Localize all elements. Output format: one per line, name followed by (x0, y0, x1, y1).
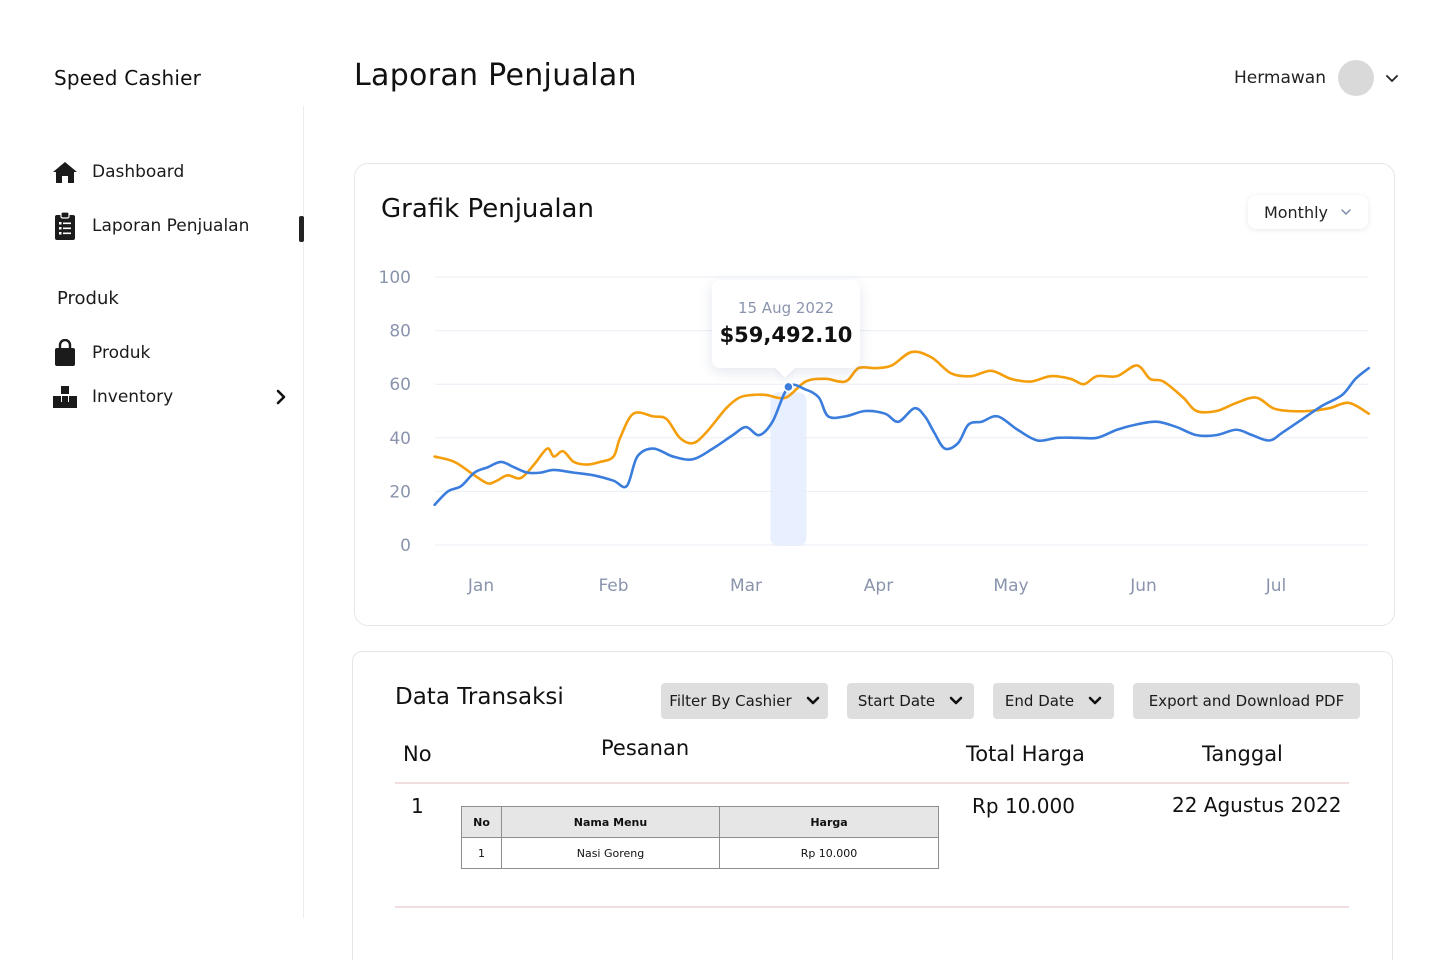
sales-chart-card: Grafik Penjualan Monthly 0 20 40 60 80 100 Jan… (354, 163, 1395, 626)
y-tick-label: 80 (389, 322, 411, 342)
end-date-button[interactable]: End Date (993, 683, 1114, 719)
order-item-price: Rp 10.000 (719, 837, 939, 869)
order-items-table: No Nama Menu Harga 1 Nasi Goreng Rp 10.0… (461, 806, 939, 869)
chevron-down-icon (1341, 209, 1351, 216)
sales-line-chart: 0 20 40 60 80 100 Jan Feb Mar Apr May Jun Jul (379, 268, 1371, 596)
sidebar-item-inventory[interactable]: Inventory (52, 384, 173, 410)
chart-tooltip: 15 Aug 2022 $59,492.10 (712, 280, 860, 378)
user-name: Hermawan (1233, 68, 1326, 88)
order-item-no: 1 (461, 837, 502, 869)
button-label: Start Date (857, 692, 936, 710)
sidebar-divider (303, 106, 304, 918)
button-label: Export and Download PDF (1148, 692, 1345, 710)
x-tick-label: Jan (467, 576, 494, 596)
x-tick-label: Jun (1129, 576, 1157, 596)
chevron-down-icon (949, 696, 963, 705)
x-tick-label: Mar (730, 576, 762, 596)
x-tick-label: Feb (598, 576, 628, 596)
column-header-pesanan: Pesanan (601, 736, 690, 760)
y-tick-label: 60 (389, 375, 411, 395)
avatar (1338, 60, 1374, 96)
column-header-tanggal: Tanggal (1202, 742, 1283, 766)
sidebar-item-dashboard[interactable]: Dashboard (52, 159, 184, 185)
y-tick-label: 0 (400, 536, 411, 556)
row-date: 22 Agustus 2022 (1172, 793, 1342, 817)
row-no: 1 (411, 794, 424, 818)
filter-cashier-button[interactable]: Filter By Cashier (661, 683, 828, 719)
order-header-price: Harga (719, 806, 939, 838)
sidebar-item-produk[interactable]: Produk (52, 339, 151, 366)
highlight-point (783, 381, 794, 393)
sidebar-item-label: Produk (92, 343, 151, 363)
tooltip-date: 15 Aug 2022 (737, 299, 835, 317)
x-tick-label: Apr (864, 576, 893, 596)
y-tick-label: 100 (379, 268, 411, 288)
sidebar-item-laporan-penjualan[interactable]: Laporan Penjualan (52, 211, 250, 240)
highlight-column (770, 392, 807, 546)
row-total: Rp 10.000 (972, 794, 1075, 818)
period-select-value: Monthly (1263, 202, 1328, 222)
active-indicator (299, 216, 304, 242)
y-tick-label: 20 (389, 482, 411, 502)
export-pdf-button[interactable]: Export and Download PDF (1133, 683, 1360, 719)
transactions-title: Data Transaksi (395, 684, 564, 710)
series-line-1 (433, 350, 1371, 485)
order-header-no: No (461, 806, 502, 838)
tooltip-value: $59,492.10 (719, 323, 853, 347)
chevron-right-icon[interactable] (272, 388, 290, 406)
button-label: Filter By Cashier (669, 692, 792, 710)
sidebar-section-title: Produk (57, 288, 119, 309)
shopping-bag-icon (52, 339, 78, 366)
order-item-row: 1 Nasi Goreng Rp 10.000 (461, 837, 939, 869)
chart-title: Grafik Penjualan (381, 194, 594, 224)
chevron-down-icon (1088, 696, 1102, 705)
start-date-button[interactable]: Start Date (847, 683, 974, 719)
y-tick-label: 40 (389, 429, 411, 449)
sidebar-item-label: Inventory (92, 387, 174, 407)
header-divider (395, 782, 1349, 784)
order-table-header-row: No Nama Menu Harga (461, 806, 939, 838)
order-header-menu: Nama Menu (501, 806, 720, 838)
column-header-no: No (403, 742, 432, 766)
series-line-2 (433, 366, 1371, 507)
transactions-card: Data Transaksi Filter By Cashier Start D… (352, 651, 1393, 960)
order-item-menu: Nasi Goreng (501, 837, 720, 869)
sidebar-item-label: Dashboard (92, 162, 185, 182)
chevron-down-icon (806, 696, 820, 705)
clipboard-list-icon (52, 211, 78, 240)
page-title: Laporan Penjualan (354, 58, 637, 93)
user-menu[interactable]: Hermawan (1234, 60, 1400, 96)
row-divider (395, 906, 1349, 908)
x-tick-label: May (993, 576, 1028, 596)
home-icon (52, 159, 78, 185)
sidebar-item-label: Laporan Penjualan (92, 216, 250, 236)
column-header-total: Total Harga (966, 742, 1085, 766)
x-tick-label: Jul (1265, 576, 1287, 596)
period-select[interactable]: Monthly (1247, 195, 1368, 229)
brand-logo[interactable]: Speed Cashier (54, 66, 202, 90)
boxes-icon (52, 384, 78, 410)
chevron-down-icon (1386, 75, 1398, 83)
button-label: End Date (1004, 692, 1075, 710)
